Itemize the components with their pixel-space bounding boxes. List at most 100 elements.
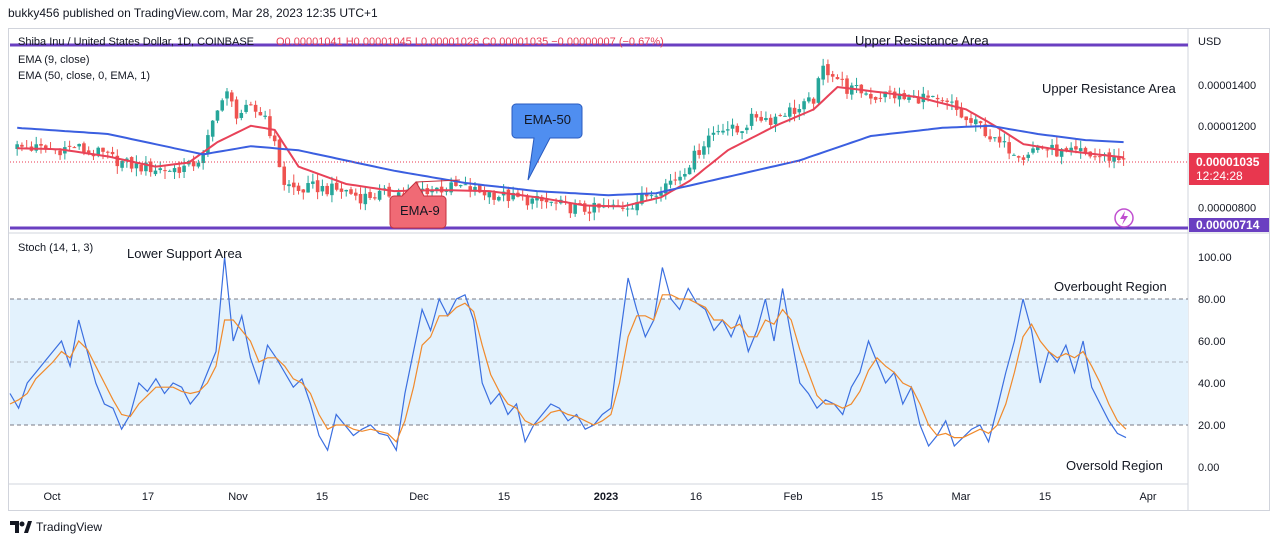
stoch-k-line: [9, 256, 1127, 452]
candle: [807, 92, 811, 104]
countdown-value: 12:24:28: [1196, 169, 1243, 183]
resistance-label-top: Upper Resistance Area: [855, 33, 989, 48]
stoch-tick-label: 20.00: [1198, 420, 1226, 432]
candle: [706, 128, 711, 155]
candle: [611, 199, 616, 210]
candle: [34, 136, 39, 153]
time-tick-label: Oct: [43, 491, 60, 503]
candle: [721, 123, 725, 135]
candle: [1107, 148, 1112, 168]
candle: [482, 186, 487, 201]
candle: [663, 178, 668, 200]
time-tick-label: 15: [871, 491, 883, 503]
candlestick-series: [15, 58, 1126, 222]
candle: [353, 188, 358, 201]
candle: [1102, 152, 1107, 162]
time-tick-label: Mar: [952, 491, 971, 503]
candle: [697, 143, 701, 159]
candle: [845, 75, 849, 99]
ema9-legend[interactable]: EMA (9, close): [18, 54, 90, 66]
time-tick-label: Nov: [228, 491, 248, 503]
candle: [296, 182, 301, 195]
time-axis[interactable]: Oct 17 Nov 15 Dec 15 2023 16 Feb 15 Mar 15 Apr: [43, 491, 1156, 503]
candle: [535, 192, 539, 208]
candle: [249, 101, 253, 106]
candle: [468, 178, 473, 198]
ema9-callout-pointer: [415, 179, 461, 183]
time-tick-label: 16: [690, 491, 702, 503]
candle: [735, 123, 740, 135]
candle: [969, 113, 973, 126]
candle: [997, 129, 1002, 148]
candle: [320, 179, 325, 196]
time-tick-label: Apr: [1139, 491, 1156, 503]
candle: [163, 166, 167, 179]
symbol-title: Shiba Inu / United States Dollar, 1D, CO…: [18, 36, 254, 48]
candle: [253, 100, 258, 118]
candle: [1016, 155, 1021, 162]
candle: [821, 58, 825, 86]
candle: [268, 109, 272, 139]
ema9-callout-label: EMA-9: [400, 203, 440, 218]
overbought-label: Overbought Region: [1054, 279, 1167, 294]
candle: [287, 179, 291, 193]
stoch-tick-label: 40.00: [1198, 378, 1226, 390]
candle: [725, 121, 730, 136]
candle: [1012, 153, 1016, 156]
candle: [993, 137, 997, 142]
candle: [487, 191, 492, 204]
lightning-icon[interactable]: [1114, 208, 1134, 228]
candle: [39, 138, 43, 154]
candle: [854, 77, 859, 93]
candle: [29, 141, 34, 152]
ema9-callout-bubble: [389, 181, 447, 229]
candle: [101, 147, 105, 160]
resistance-label-right: Upper Resistance Area: [1042, 81, 1176, 96]
candle: [210, 120, 215, 142]
candle: [568, 202, 573, 218]
stoch-title[interactable]: Stoch (14, 1, 3): [18, 242, 93, 254]
time-tick-label: 2023: [594, 491, 618, 503]
candle: [24, 139, 29, 149]
candle: [530, 196, 535, 210]
candle: [1069, 142, 1073, 156]
candle: [225, 88, 229, 106]
candle: [215, 110, 220, 124]
ema50-callout-bubble: [511, 103, 583, 181]
footer-brand[interactable]: TradingView: [10, 520, 102, 534]
candle: [783, 112, 787, 117]
ema50-legend[interactable]: EMA (50, close, 0, EMA, 1): [18, 70, 150, 82]
candle: [110, 146, 115, 158]
ema50-line[interactable]: [17, 124, 1124, 197]
stoch-tick-label: 80.00: [1198, 294, 1226, 306]
current-price-badge: [1189, 153, 1269, 185]
candle: [1112, 148, 1116, 169]
candle: [444, 187, 449, 196]
candle: [873, 96, 878, 104]
candle: [358, 187, 363, 210]
candle: [506, 186, 511, 208]
currency-label: USD: [1198, 36, 1221, 48]
candle: [458, 184, 463, 188]
ema50-callout: EMA-50: [511, 103, 583, 181]
ohlc-values: O0.00001041 H0.00001045 L0.00001026 C0.0…: [276, 36, 664, 48]
candle: [172, 164, 177, 179]
candle: [377, 184, 382, 202]
candle: [158, 161, 163, 174]
stoch-axis-ticks: 100.00 80.00 60.00 40.00 20.00 0.00: [1198, 252, 1232, 474]
candle: [77, 143, 81, 150]
candle: [659, 186, 663, 202]
stoch-series: [9, 256, 1127, 452]
candle: [277, 138, 282, 168]
time-tick-label: 15: [316, 491, 328, 503]
time-tick-label: 15: [1039, 491, 1051, 503]
candle: [1031, 141, 1035, 155]
price-axis-ticks: 0.00001400 0.00001200 0.00000800: [1198, 80, 1256, 215]
candle: [272, 129, 277, 146]
candle: [683, 168, 687, 180]
candle: [330, 176, 334, 203]
candle: [835, 74, 840, 80]
candle: [1007, 136, 1011, 160]
